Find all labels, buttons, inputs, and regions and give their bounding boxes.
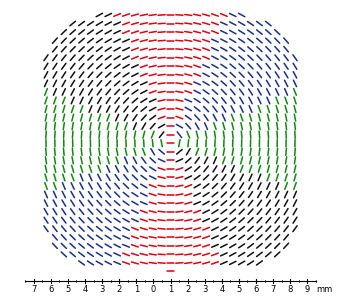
Text: 2: 2 bbox=[185, 285, 190, 294]
Text: 9: 9 bbox=[305, 285, 310, 294]
Text: 0: 0 bbox=[151, 285, 156, 294]
Text: 5: 5 bbox=[236, 285, 241, 294]
Text: 3: 3 bbox=[202, 285, 207, 294]
Text: 7: 7 bbox=[31, 285, 36, 294]
Text: 7: 7 bbox=[270, 285, 276, 294]
Text: 6: 6 bbox=[48, 285, 54, 294]
Text: 1: 1 bbox=[168, 285, 173, 294]
Text: 8: 8 bbox=[287, 285, 293, 294]
Text: 3: 3 bbox=[100, 285, 105, 294]
Text: 5: 5 bbox=[65, 285, 71, 294]
Text: 1: 1 bbox=[134, 285, 139, 294]
Text: 2: 2 bbox=[117, 285, 122, 294]
Text: 4: 4 bbox=[219, 285, 224, 294]
Text: 6: 6 bbox=[253, 285, 259, 294]
Text: 4: 4 bbox=[83, 285, 88, 294]
Text: mm: mm bbox=[317, 285, 333, 294]
